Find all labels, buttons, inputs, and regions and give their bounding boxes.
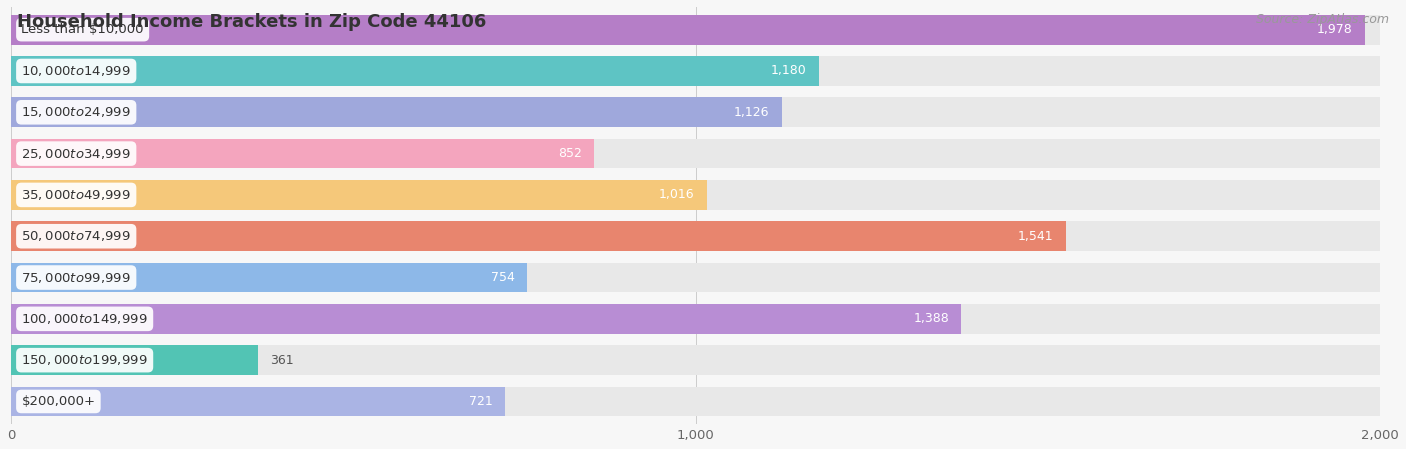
Text: $50,000 to $74,999: $50,000 to $74,999 bbox=[21, 229, 131, 243]
Bar bbox=[11, 221, 1381, 251]
Bar bbox=[11, 139, 1381, 168]
Text: 852: 852 bbox=[558, 147, 582, 160]
Text: 1,978: 1,978 bbox=[1317, 23, 1353, 36]
Bar bbox=[11, 15, 1365, 44]
Bar bbox=[11, 97, 1381, 127]
Text: Household Income Brackets in Zip Code 44106: Household Income Brackets in Zip Code 44… bbox=[17, 13, 486, 31]
Text: $100,000 to $149,999: $100,000 to $149,999 bbox=[21, 312, 148, 326]
Bar bbox=[11, 180, 1381, 210]
Text: 1,126: 1,126 bbox=[734, 106, 769, 119]
Bar bbox=[11, 56, 1381, 86]
Bar bbox=[11, 263, 1381, 292]
Text: 361: 361 bbox=[270, 354, 294, 367]
Bar bbox=[11, 345, 259, 375]
Text: 1,016: 1,016 bbox=[658, 189, 695, 202]
Text: 754: 754 bbox=[491, 271, 515, 284]
Text: 1,180: 1,180 bbox=[770, 65, 807, 78]
Bar bbox=[11, 387, 505, 416]
Bar bbox=[11, 180, 707, 210]
Bar bbox=[11, 139, 595, 168]
Text: $35,000 to $49,999: $35,000 to $49,999 bbox=[21, 188, 131, 202]
Bar bbox=[11, 221, 1066, 251]
Text: $200,000+: $200,000+ bbox=[21, 395, 96, 408]
Text: $75,000 to $99,999: $75,000 to $99,999 bbox=[21, 271, 131, 285]
Text: Less than $10,000: Less than $10,000 bbox=[21, 23, 143, 36]
Text: 1,541: 1,541 bbox=[1018, 230, 1053, 243]
Bar bbox=[11, 263, 527, 292]
Bar bbox=[11, 387, 1381, 416]
Bar bbox=[11, 304, 962, 334]
Text: $150,000 to $199,999: $150,000 to $199,999 bbox=[21, 353, 148, 367]
Text: $25,000 to $34,999: $25,000 to $34,999 bbox=[21, 147, 131, 161]
Text: 721: 721 bbox=[468, 395, 492, 408]
Bar bbox=[11, 97, 782, 127]
Text: $15,000 to $24,999: $15,000 to $24,999 bbox=[21, 105, 131, 119]
Bar bbox=[11, 56, 818, 86]
Text: Source: ZipAtlas.com: Source: ZipAtlas.com bbox=[1256, 13, 1389, 26]
Bar bbox=[11, 15, 1381, 44]
Bar bbox=[11, 304, 1381, 334]
Text: 1,388: 1,388 bbox=[912, 313, 949, 326]
Text: $10,000 to $14,999: $10,000 to $14,999 bbox=[21, 64, 131, 78]
Bar bbox=[11, 345, 1381, 375]
